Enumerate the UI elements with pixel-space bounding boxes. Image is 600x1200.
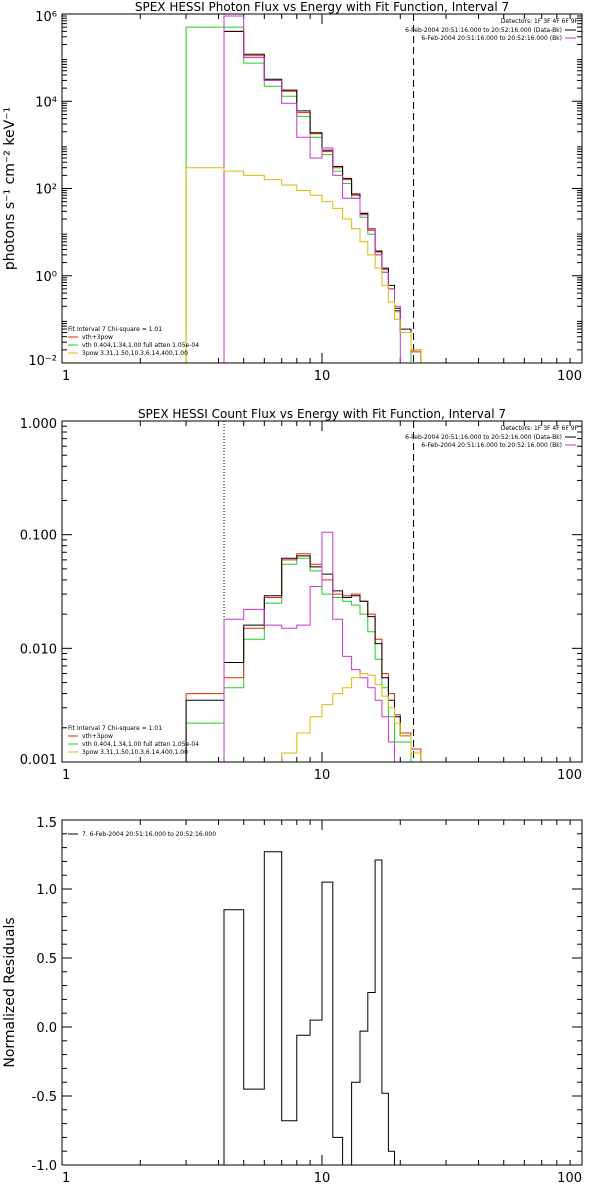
x-tick-label: 1	[62, 1171, 70, 1186]
legend-entry-label: 3pow 3.31,1.50,10.3,6.14,400,1.00	[82, 749, 188, 756]
legend-entry-label: 6-Feb-2004 20:51:16.000 to 20:52:16.000 …	[405, 434, 562, 441]
series-line	[223, 30, 431, 363]
y-tick-label: 0.5	[36, 952, 57, 967]
plot-frame	[61, 819, 583, 1166]
legend-entry-label: vth+3pow	[82, 334, 113, 341]
x-tick-label: 100	[557, 768, 582, 783]
series-group	[185, 531, 422, 762]
y-tick-label: -1.0	[32, 1159, 57, 1174]
y-axis-label: Normalized Residuals	[2, 917, 18, 1067]
legend-entry-label: 7. 6-Feb-2004 20:51:16.000 to 20:52:16.0…	[82, 831, 216, 838]
series-line	[223, 15, 401, 363]
y-tick-label: 10⁻²	[28, 354, 57, 369]
y-tick-label: 10²	[35, 183, 57, 198]
x-tick-label: 1	[62, 768, 70, 783]
y-tick-label: -0.5	[32, 1090, 57, 1105]
legend-entry-label: 3pow 3.31,1.50,10.3,6.14,400,1.00	[82, 350, 188, 357]
series-line	[223, 30, 431, 363]
series-line	[185, 167, 422, 363]
x-tick-label: 10	[314, 768, 331, 783]
series-line	[185, 555, 422, 762]
y-tick-label: 0.100	[20, 529, 57, 544]
series-line	[185, 553, 422, 762]
fit-header: Fit Interval 7 Chi-square = 1.01	[68, 725, 162, 732]
series-line	[223, 851, 395, 1165]
legend-entry-label: vth 0.404,1.34,1.00 full atten 1.05e-04	[82, 741, 199, 748]
legend-entry-label: vth 0.404,1.34,1.00 full atten 1.05e-04	[82, 342, 199, 349]
plot-frame	[61, 13, 583, 364]
fit-header: Fit Interval 7 Chi-square = 1.01	[68, 326, 162, 333]
series-line	[185, 557, 412, 762]
legend-entry-label: 6-Feb-2004 20:51:16.000 to 20:52:16.000 …	[421, 442, 562, 449]
y-tick-label: 1.000	[20, 417, 57, 432]
y-tick-label: 1.5	[36, 816, 57, 831]
series-line	[185, 26, 412, 363]
y-axis-label: photons s⁻¹ cm⁻² keV⁻¹	[2, 107, 18, 270]
legend-entry-label: 6-Feb-2004 20:51:16.000 to 20:52:16.000 …	[405, 27, 562, 34]
y-tick-label: 0.0	[36, 1021, 57, 1036]
x-tick-label: 100	[557, 1171, 582, 1186]
chart-title: SPEX HESSI Photon Flux vs Energy with Fi…	[135, 0, 509, 14]
legend-entry-label: vth+3pow	[82, 733, 113, 740]
series-group	[185, 15, 431, 363]
y-tick-label: 0.010	[20, 642, 57, 657]
detectors-label: Detectors: 1F 3F 4F 6F 9F	[501, 18, 579, 25]
series-line	[281, 673, 422, 762]
legend-entry-label: 6-Feb-2004 20:51:16.000 to 20:52:16.000 …	[421, 35, 562, 42]
chart-title: SPEX HESSI Count Flux vs Energy with Fit…	[138, 407, 506, 421]
series-line	[223, 531, 395, 762]
y-tick-label: 1.0	[36, 883, 57, 898]
y-tick-label: 0.001	[20, 753, 57, 768]
series-group	[223, 851, 395, 1165]
x-tick-label: 1	[62, 369, 70, 384]
y-tick-label: 10⁴	[35, 95, 57, 110]
x-tick-label: 100	[557, 369, 582, 384]
y-tick-label: 10⁰	[35, 270, 57, 285]
x-tick-label: 10	[314, 1171, 331, 1186]
y-tick-label: 10⁶	[35, 10, 57, 25]
detectors-label: Detectors: 1F 3F 4F 6F 9F	[501, 425, 579, 432]
plot-frame	[61, 420, 583, 763]
x-tick-label: 10	[314, 369, 331, 384]
